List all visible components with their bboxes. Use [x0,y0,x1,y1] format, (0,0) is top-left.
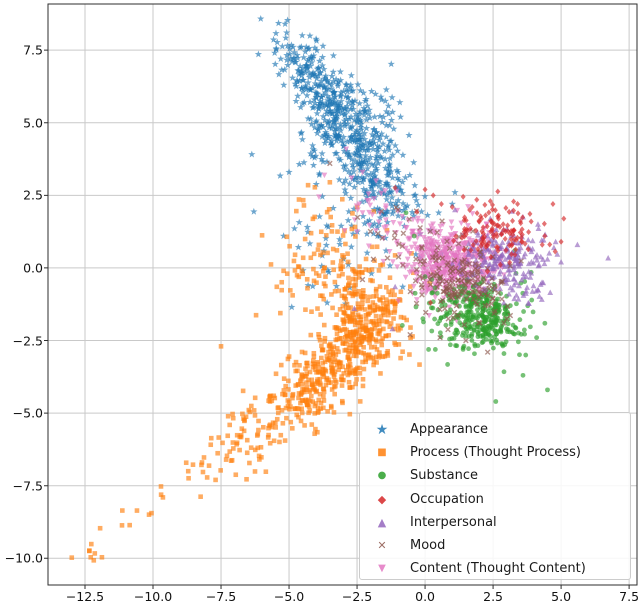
legend-label: Occupation [410,491,484,507]
x-tick-label: 7.5 [619,589,640,604]
legend-label: Content (Thought Content) [410,561,586,577]
star-marker-icon: ★ [375,421,389,438]
y-tick-label: 5.0 [23,115,43,131]
x-marker-icon: ✕ [377,539,387,553]
y-tick-label: −10.0 [4,550,43,566]
triangle_down-marker-icon: ▼ [378,562,386,574]
legend-item: ■ Process (Thought Process) [368,441,630,464]
square-marker-icon: ■ [377,446,387,458]
x-tick-label: −12.5 [65,589,105,604]
y-tick-label: −2.5 [12,333,43,349]
x-tick-label: −2.5 [341,589,373,604]
legend-label: Interpersonal [410,514,497,530]
y-tick-label: −7.5 [12,478,43,494]
triangle_up-marker-icon: ▲ [377,515,387,529]
x-tick-label: 0.0 [415,589,436,604]
legend-label: Substance [410,468,478,484]
legend-item: ▲ Interpersonal [368,511,630,534]
legend-label: Appearance [410,422,489,438]
legend-label: Process (Thought Process) [410,445,581,461]
x-tick-label: −7.5 [205,589,237,604]
x-tick-label: −5.0 [273,589,305,604]
legend-item: ● Substance [368,464,630,487]
legend-item: ◆ Occupation [368,488,630,511]
legend-item: ✕ Mood [368,534,630,557]
legend-item: ★ Appearance [368,418,630,441]
y-tick-label: 2.5 [23,187,43,203]
legend-label: Mood [410,538,446,554]
y-tick-label: 7.5 [23,42,43,58]
y-tick-label: −5.0 [12,405,43,421]
legend: ★ Appearance ■ Process (Thought Process) ● Su… [359,412,631,580]
legend-item: ▼ Content (Thought Content) [368,557,630,580]
x-tick-label: −10.0 [133,589,173,604]
x-tick-label: 5.0 [551,589,572,604]
circle-marker-icon: ● [377,469,387,481]
y-tick-label: 0.0 [23,260,43,276]
x-tick-label: 2.5 [483,589,504,604]
diamond-marker-icon: ◆ [377,492,387,506]
